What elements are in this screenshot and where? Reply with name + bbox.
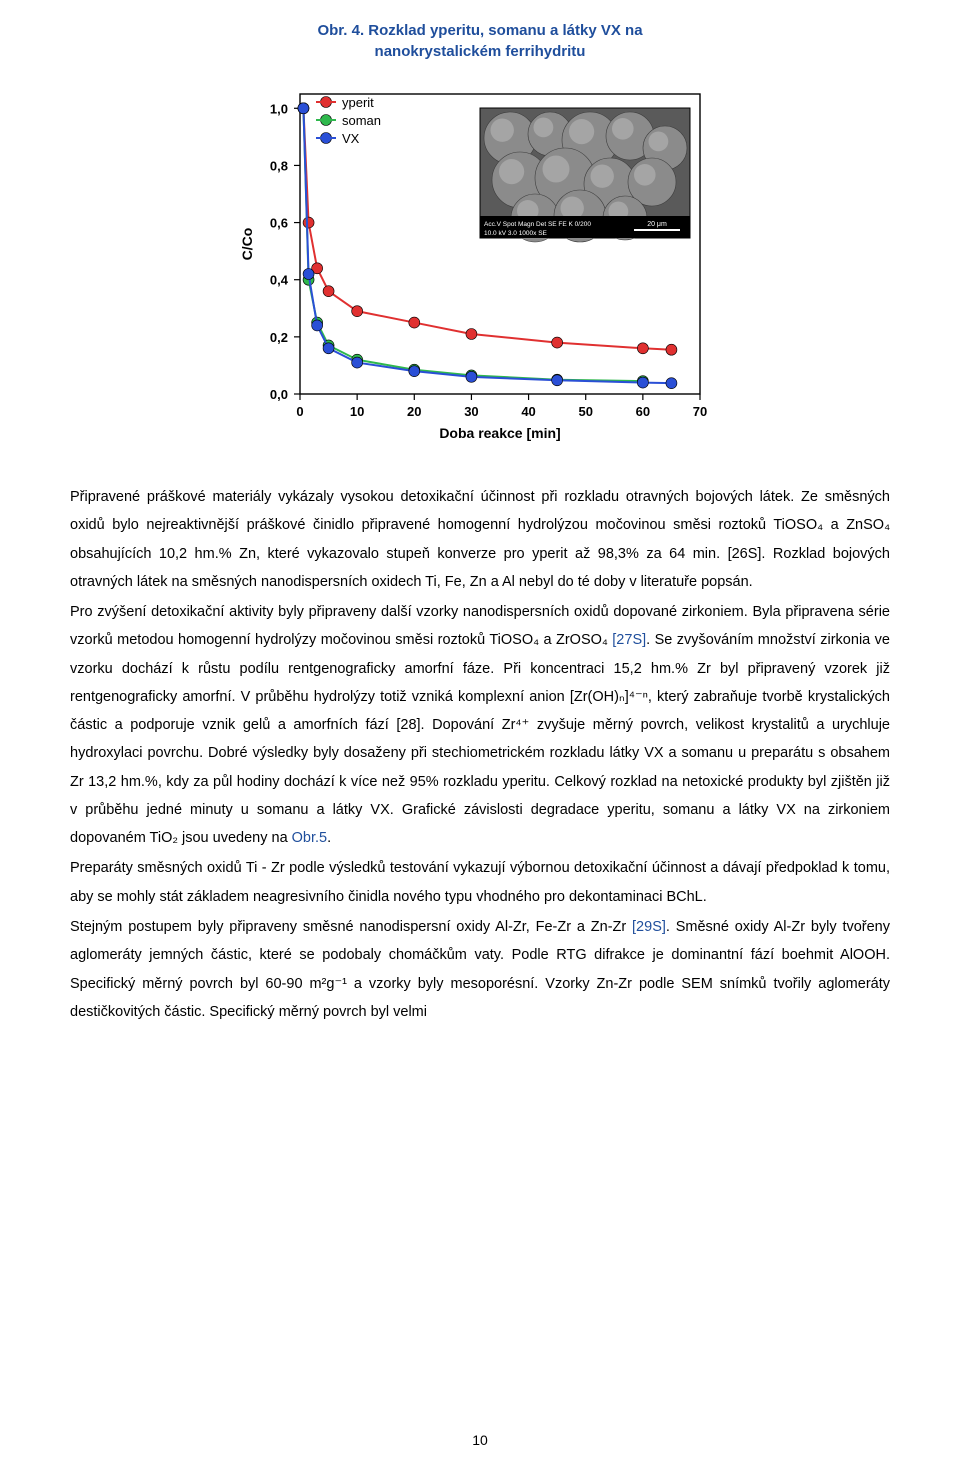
svg-text:50: 50 xyxy=(578,404,592,419)
svg-text:1,0: 1,0 xyxy=(270,101,288,116)
paragraph: Preparáty směsných oxidů Ti - Zr podle v… xyxy=(70,854,890,911)
reference-link: [29S] xyxy=(632,919,666,935)
svg-text:0,6: 0,6 xyxy=(270,216,288,231)
svg-text:20: 20 xyxy=(407,404,421,419)
reference-link: [27S] xyxy=(612,632,646,648)
svg-text:70: 70 xyxy=(693,404,707,419)
figure-caption-line1: Obr. 4. Rozklad yperitu, somanu a látky … xyxy=(317,22,642,39)
reference-link: Obr.5 xyxy=(292,830,327,846)
svg-text:40: 40 xyxy=(521,404,535,419)
svg-text:yperit: yperit xyxy=(342,95,374,110)
paragraph: Pro zvýšení detoxikační aktivity byly př… xyxy=(70,598,890,852)
paragraph: Připravené práškové materiály vykázaly v… xyxy=(70,483,890,596)
svg-text:0,0: 0,0 xyxy=(270,387,288,402)
decay-chart-svg: 0 10 20 30 40 50 60 70 0,0 0,2 0,4 0,6 0,8 1,0 Doba re… xyxy=(230,74,730,454)
text-run: Stejným postupem byly připraveny směsné … xyxy=(70,919,632,935)
svg-text:0,8: 0,8 xyxy=(270,158,288,173)
svg-text:C/Co: C/Co xyxy=(239,228,255,261)
text-run: . xyxy=(327,830,331,846)
figure-caption: Obr. 4. Rozklad yperitu, somanu a látky … xyxy=(70,20,890,62)
svg-text:30: 30 xyxy=(464,404,478,419)
svg-text:10: 10 xyxy=(350,404,364,419)
text-run: . Se zvyšováním množství zirkonia ve vzo… xyxy=(70,632,890,846)
body-text: Připravené práškové materiály vykázaly v… xyxy=(70,483,890,1026)
figure-caption-line2: nanokrystalickém ferrihydritu xyxy=(375,43,586,60)
svg-text:0: 0 xyxy=(296,404,303,419)
svg-text:Doba reakce [min]: Doba reakce [min] xyxy=(439,425,560,441)
svg-text:0,2: 0,2 xyxy=(270,330,288,345)
svg-text:VX: VX xyxy=(342,131,360,146)
paragraph: Stejným postupem byly připraveny směsné … xyxy=(70,913,890,1026)
decay-chart: 0 10 20 30 40 50 60 70 0,0 0,2 0,4 0,6 0,8 1,0 Doba re… xyxy=(230,74,730,459)
svg-text:0,4: 0,4 xyxy=(270,273,289,288)
svg-text:10.0 kV 3.0 1000x SE: 10.0 kV 3.0 1000x SE xyxy=(484,230,548,237)
svg-text:60: 60 xyxy=(636,404,650,419)
page-number: 10 xyxy=(0,1432,960,1448)
svg-text:20 μm: 20 μm xyxy=(647,221,667,228)
svg-text:Acc.V Spot Magn Det SE: Acc.V Spot Magn Det SE FE K 0/200 xyxy=(484,221,591,228)
svg-text:soman: soman xyxy=(342,113,381,128)
